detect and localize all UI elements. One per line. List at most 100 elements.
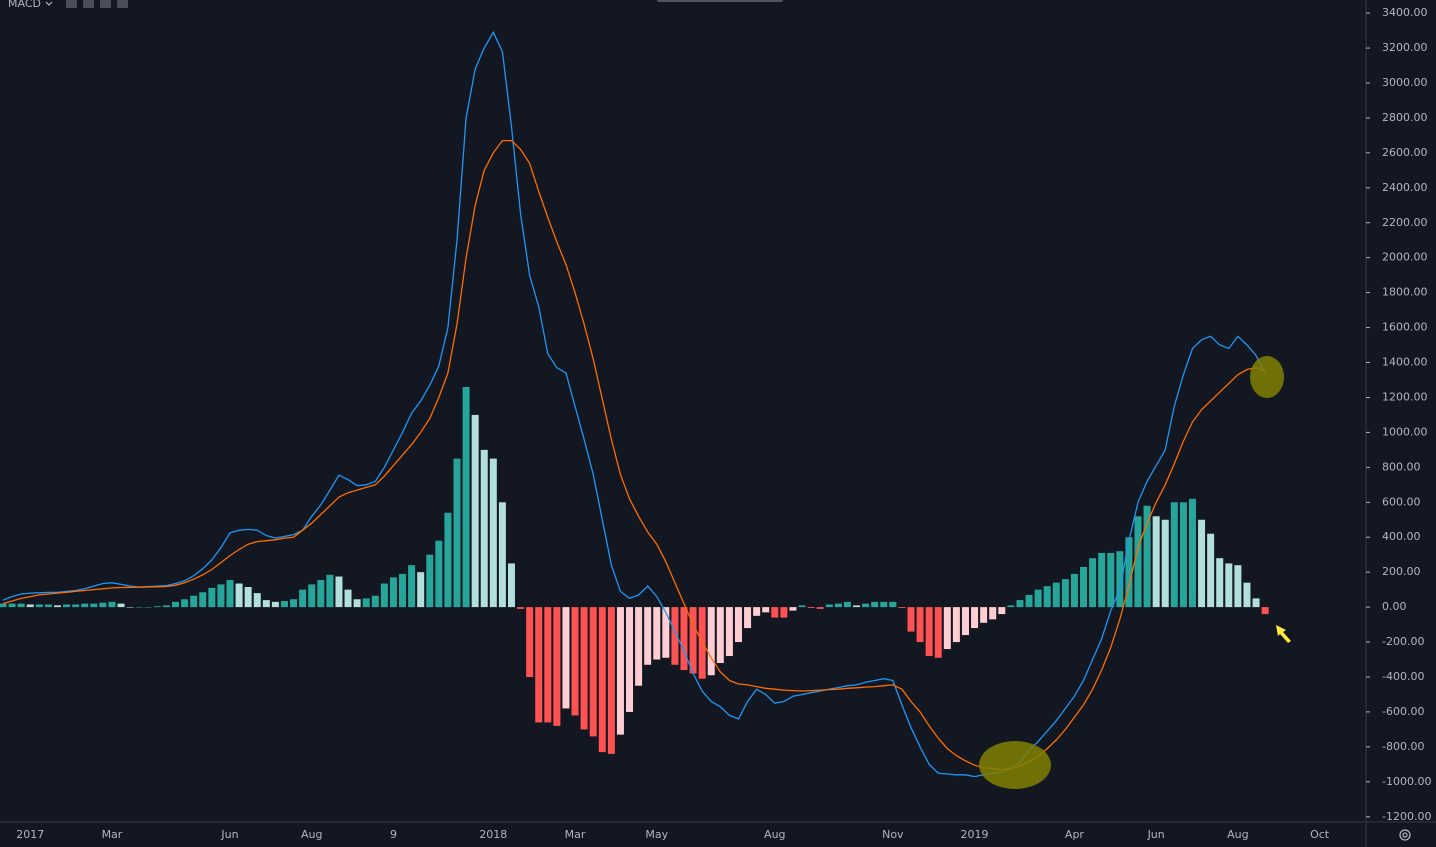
histogram-bar <box>853 605 861 608</box>
histogram-bar <box>1098 552 1106 608</box>
x-tick-label: Nov <box>882 828 904 841</box>
x-tick-label: 2017 <box>16 828 44 841</box>
x-tick-label: Aug <box>301 828 322 841</box>
y-tick-label: -400.00 <box>1382 670 1424 683</box>
y-tick-label: 2000.00 <box>1382 251 1428 264</box>
histogram-bar <box>217 584 225 608</box>
histogram-bar <box>1080 566 1088 608</box>
histogram-bar <box>644 607 652 665</box>
histogram-bar <box>716 607 724 664</box>
highlight-ellipse <box>1250 356 1284 398</box>
histogram-bar <box>1061 579 1069 608</box>
histogram-bar <box>943 607 951 650</box>
y-tick-label: 1400.00 <box>1382 356 1428 369</box>
histogram-bar <box>126 607 134 608</box>
histogram-bar <box>426 554 434 608</box>
histogram-bar <box>399 573 407 608</box>
histogram-bar <box>1089 558 1097 608</box>
histogram-bar <box>789 607 797 611</box>
histogram-bar <box>1261 607 1269 615</box>
histogram-bar <box>889 601 897 608</box>
title-chevron[interactable] <box>45 1 53 6</box>
histogram-bar <box>190 595 198 608</box>
histogram-bar <box>308 584 316 608</box>
histogram-bar <box>326 574 334 608</box>
y-tick-label: 3400.00 <box>1382 6 1428 19</box>
histogram-bar <box>444 512 452 608</box>
histogram-bar <box>72 604 80 608</box>
histogram-bar <box>1134 516 1142 608</box>
histogram-bar <box>344 589 352 608</box>
x-tick-label: Mar <box>565 828 586 841</box>
visibility-button[interactable] <box>66 0 77 8</box>
histogram-bar <box>117 603 125 608</box>
histogram-bar <box>798 605 806 608</box>
histogram-bar <box>208 587 216 608</box>
histogram-bar <box>153 606 161 608</box>
y-tick-label: 2600.00 <box>1382 146 1428 159</box>
histogram-bar <box>635 607 643 686</box>
x-tick-label: Mar <box>102 828 123 841</box>
histogram-bar <box>616 607 624 735</box>
macd-line <box>2 139 1266 771</box>
histogram-bar <box>780 607 788 618</box>
y-tick-label: 2800.00 <box>1382 111 1428 124</box>
y-tick-label: 1600.00 <box>1382 321 1428 334</box>
histogram-bar <box>680 607 688 671</box>
x-tick-label: Jun <box>1147 828 1165 841</box>
histogram-bar <box>162 605 170 608</box>
histogram-bar <box>1207 533 1215 608</box>
histogram-bar <box>517 607 525 609</box>
histogram-bar <box>925 607 933 657</box>
histogram-bar <box>1016 600 1024 608</box>
histogram-bar <box>1007 605 1015 608</box>
histogram-bar <box>816 607 824 609</box>
histogram-bar <box>199 592 207 608</box>
histogram-bar <box>26 604 34 608</box>
histogram-bar <box>1025 594 1033 608</box>
histogram-bar <box>898 607 906 608</box>
histogram-bar <box>462 386 470 608</box>
settings-button[interactable] <box>83 0 94 8</box>
histogram-bar <box>1052 582 1060 608</box>
histogram-bar <box>1252 598 1260 608</box>
histogram-bar <box>63 604 71 608</box>
histogram-bar <box>1188 498 1196 608</box>
histogram-bar <box>916 607 924 643</box>
y-tick-label: -600.00 <box>1382 705 1424 718</box>
settings-gear[interactable] <box>1399 829 1411 841</box>
histogram-bar <box>253 593 261 608</box>
histogram-bar <box>90 603 98 608</box>
histogram-bar <box>471 414 479 608</box>
histogram-bar <box>1116 551 1124 608</box>
histogram-bar <box>1125 537 1133 608</box>
histogram-bar <box>843 601 851 608</box>
remove-button[interactable] <box>117 0 128 8</box>
pane-handle[interactable] <box>657 0 783 2</box>
x-tick-label: Oct <box>1310 828 1330 841</box>
histogram-bar <box>181 599 189 608</box>
histogram-bar <box>961 607 969 636</box>
histogram-bar <box>1143 505 1151 608</box>
histogram-bar <box>408 565 416 608</box>
histogram-bar <box>662 607 670 658</box>
histogram-bar <box>1161 519 1169 608</box>
arrow-annotation <box>1276 625 1291 643</box>
histogram-bar <box>571 607 579 716</box>
histogram-bar <box>244 587 252 608</box>
histogram-bar <box>1034 589 1042 608</box>
histogram-bar <box>762 607 770 613</box>
y-tick-label: 400.00 <box>1382 530 1421 543</box>
histogram-bar <box>235 583 243 608</box>
histogram-bar <box>626 607 634 712</box>
y-tick-label: 1800.00 <box>1382 286 1428 299</box>
histogram-bar <box>498 502 506 608</box>
histogram-bar <box>489 458 497 608</box>
histogram-bar <box>753 607 761 616</box>
source-button[interactable] <box>100 0 111 8</box>
histogram-bar <box>44 604 52 608</box>
histogram-bar <box>707 607 715 676</box>
histogram-bar <box>934 607 942 658</box>
histogram-bar <box>1243 582 1251 608</box>
